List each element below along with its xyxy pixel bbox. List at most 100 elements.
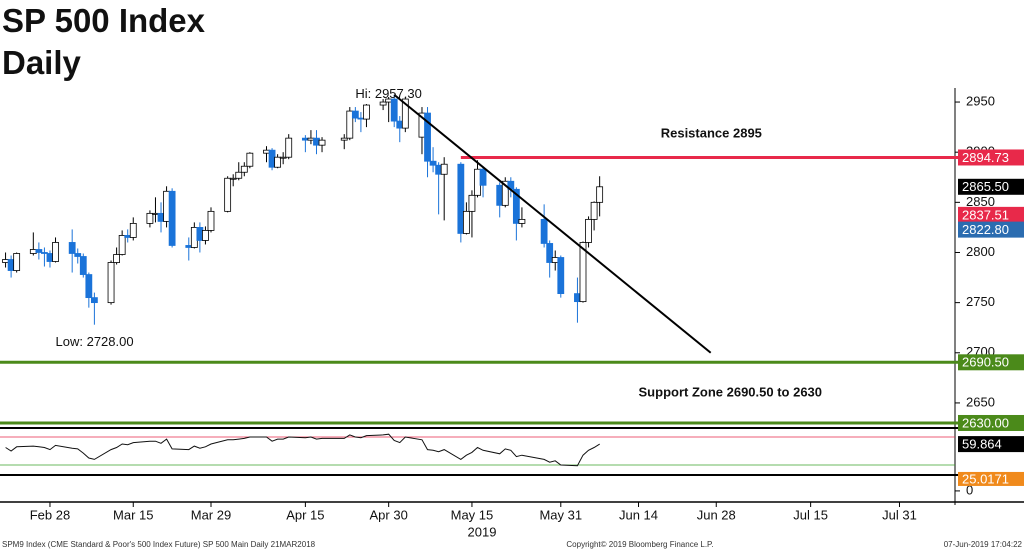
candle-body (501, 180, 509, 206)
candle-body (396, 120, 404, 129)
candle-body (557, 257, 565, 295)
stoch-label: 25.0171 (962, 471, 1009, 486)
x-tick-label: Apr 15 (286, 507, 324, 522)
candle-body (229, 177, 237, 180)
x-tick-label: Jun 28 (697, 507, 736, 522)
candle-body (512, 188, 520, 224)
candle-body (46, 253, 54, 262)
candle-body (285, 137, 293, 158)
price-label: 2837.51 (962, 207, 1009, 222)
footer-center: Copyright© 2019 Bloomberg Finance L.P. (566, 540, 713, 549)
candle-body (401, 98, 409, 129)
candle-body (90, 297, 98, 304)
candle-body (462, 210, 470, 234)
price-label: 2822.80 (962, 222, 1009, 237)
level-label: 2894.73 (962, 150, 1009, 165)
candle-body (129, 222, 137, 238)
price-label: 2865.50 (962, 179, 1009, 194)
candle-body (268, 149, 276, 168)
candle-body (440, 163, 448, 175)
candle-body (457, 163, 465, 234)
candle-body (7, 259, 15, 271)
candle-body (596, 186, 604, 203)
level-box (958, 354, 1024, 371)
candle-body (29, 249, 37, 254)
candle-body (279, 156, 287, 159)
candle-body (313, 137, 320, 146)
candle-body (74, 253, 82, 257)
candle-body (479, 168, 487, 186)
annotation: Low: 2728.00 (56, 334, 134, 349)
candle-body (301, 137, 309, 141)
x-tick-label: Apr 30 (370, 507, 408, 522)
x-tick-label: Mar 15 (113, 507, 153, 522)
y-tick-label: 0 (966, 482, 973, 497)
candle-body (190, 227, 198, 248)
footer-left: SPM9 Index (CME Standard & Poor's 500 In… (2, 540, 316, 549)
candle-body (379, 101, 387, 106)
level-box (958, 414, 1024, 431)
candle-body (351, 110, 359, 119)
y-tick-label: 2650 (966, 394, 995, 409)
candle-body (390, 98, 398, 122)
y-tick-label: 2750 (966, 294, 995, 309)
candle-body (85, 274, 93, 299)
candle-body (318, 139, 326, 146)
candle-body (79, 256, 87, 275)
candle-body (202, 230, 209, 241)
candle-body (113, 254, 120, 263)
candle-body (585, 218, 592, 243)
x-tick-label: Feb 28 (30, 507, 70, 522)
price-box (958, 221, 1024, 238)
candle-body (546, 243, 554, 263)
candle-body (35, 249, 43, 253)
candle-body (146, 212, 154, 224)
rsi-line (5, 433, 600, 467)
candle-body (518, 218, 526, 224)
candle-body (240, 165, 248, 173)
candle-body (307, 137, 315, 141)
candle-body (52, 242, 59, 262)
candle-body (68, 242, 76, 254)
candle-body (590, 201, 598, 220)
x-tick-label: May 15 (451, 507, 494, 522)
candle-body (340, 137, 348, 141)
rsi-box (958, 436, 1024, 453)
candle-body (429, 160, 437, 166)
candle-body (263, 149, 270, 154)
candle-body (246, 152, 254, 167)
candle-body (13, 253, 21, 271)
level-box (958, 149, 1024, 166)
candle-body (496, 184, 504, 206)
candle-body (185, 245, 193, 248)
candle-body (474, 168, 481, 196)
candle-body (551, 257, 559, 263)
annotation: Support Zone 2690.50 to 2630 (639, 384, 823, 399)
candle-body (118, 235, 126, 255)
candle-body (235, 171, 243, 179)
candle-body (157, 212, 165, 222)
candle-body (274, 156, 282, 168)
trendline (393, 93, 712, 354)
candle-body (435, 164, 443, 175)
candle-body (41, 252, 48, 254)
stoch-box (958, 471, 1024, 486)
price-box (958, 206, 1024, 223)
candle-body (152, 212, 159, 215)
annotation: Hi: 2957.30 (355, 86, 422, 101)
candle-body (2, 259, 9, 263)
y-tick-label: 2800 (966, 244, 995, 259)
candle-body (540, 218, 548, 244)
level-label: 2690.50 (962, 355, 1009, 370)
chart-subtitle: Daily (2, 44, 82, 81)
candle-body (424, 112, 431, 162)
candle-body (168, 190, 176, 246)
x-tick-label: Mar 29 (191, 507, 231, 522)
x-tick-label: Jul 15 (793, 507, 828, 522)
candle-body (224, 177, 232, 212)
candle-body (468, 194, 476, 212)
candle-body (163, 190, 170, 222)
candle-body (574, 293, 581, 303)
x-tick-label: Jun 14 (619, 507, 658, 522)
